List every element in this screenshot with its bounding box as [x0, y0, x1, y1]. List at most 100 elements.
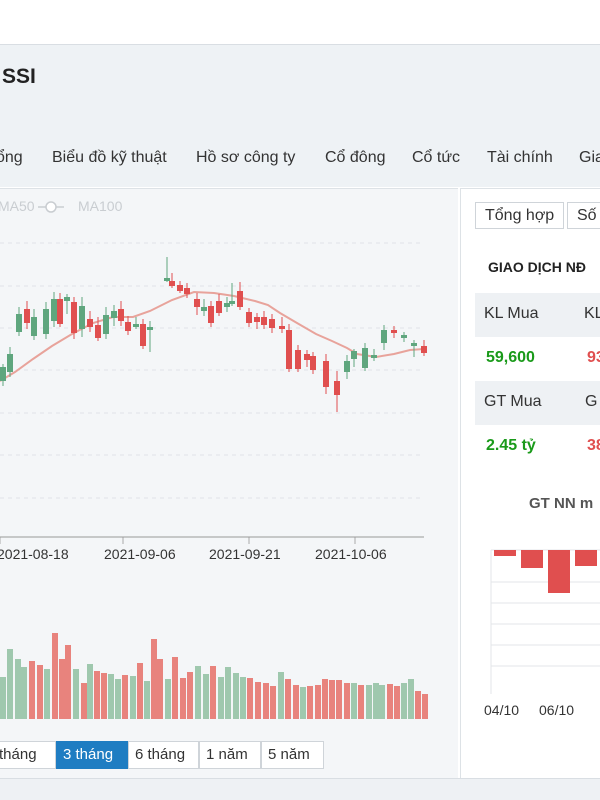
candle-body — [334, 381, 340, 395]
candle-body — [201, 307, 207, 311]
volume-bar — [172, 657, 178, 719]
range-1-year-button[interactable]: 1 năm — [199, 741, 261, 769]
legend-ma100-marker — [45, 201, 57, 213]
foreign-trading-panel: Tổng hợp Số GIAO DỊCH NĐ KL Mua KL 59,60… — [460, 188, 600, 778]
volume-bar — [94, 671, 100, 719]
chart-legend: MA50 MA100 — [0, 198, 123, 214]
range-1-month-button[interactable]: tháng — [0, 741, 56, 769]
volume-bar — [233, 673, 239, 719]
volume-bar — [122, 675, 128, 719]
candlestick-chart[interactable]: MA50 MA100 2021-08-18 2021-09-06 2021-09… — [0, 189, 458, 739]
gt-mua-label: GT Mua — [484, 393, 542, 410]
candle-body — [164, 278, 170, 281]
candles — [0, 257, 427, 412]
candle-body — [51, 299, 57, 321]
candle-body — [216, 301, 222, 313]
candle-body — [95, 325, 101, 338]
volume-bar — [373, 683, 379, 719]
volume-bar — [278, 672, 284, 719]
legend-ma100[interactable]: MA100 — [78, 198, 123, 214]
nn-date-label: 04/10 — [484, 702, 519, 718]
volume-bar — [115, 679, 121, 719]
volume-bars — [0, 633, 428, 719]
tab-price-history[interactable]: Gia — [579, 149, 600, 166]
volume-bar — [240, 677, 246, 719]
stock-header: SSI ổng Biểu đồ kỹ thuật Hồ sơ công ty C… — [0, 44, 600, 187]
kl-ban-value: 93 — [587, 349, 600, 366]
candle-body — [344, 361, 350, 372]
candle-body — [279, 326, 285, 329]
volume-bar — [52, 633, 58, 719]
candle-body — [79, 306, 85, 329]
volume-bar — [336, 680, 342, 719]
tab-order-book[interactable]: Số — [567, 202, 600, 229]
kl-ban-label: KL — [584, 305, 600, 322]
volume-bar — [315, 685, 321, 719]
date-label: 2021-09-21 — [209, 546, 281, 562]
candle-body — [246, 312, 252, 323]
legend-ma50[interactable]: MA50 — [0, 198, 35, 214]
nn-bar — [575, 550, 597, 566]
tab-financials[interactable]: Tài chính — [487, 149, 553, 166]
volume-bar — [203, 674, 209, 719]
range-5-years-button[interactable]: 5 năm — [261, 741, 324, 769]
tab-summary[interactable]: Tổng hợp — [475, 202, 565, 229]
foreign-net-chart[interactable]: 04/10 06/10 — [461, 529, 600, 729]
range-6-months-button[interactable]: 6 tháng — [128, 741, 199, 769]
candle-body — [103, 315, 109, 334]
candle-body — [362, 348, 368, 368]
volume-bar — [401, 683, 407, 719]
candle-body — [16, 314, 22, 332]
nn-chart-grid — [490, 549, 600, 694]
volume-bar — [130, 676, 136, 719]
gt-mua-value: 2.45 tỷ — [486, 437, 536, 454]
candle-body — [261, 317, 267, 325]
tab-shareholders[interactable]: Cổ đông — [325, 149, 386, 166]
volume-bar — [293, 685, 299, 719]
range-3-months-button[interactable]: 3 tháng — [56, 741, 128, 769]
candle-body — [177, 285, 183, 291]
candle-body — [194, 299, 200, 307]
tab-technical-chart[interactable]: Biểu đồ kỹ thuật — [52, 149, 167, 166]
candle-body — [71, 302, 77, 333]
candle-body — [254, 317, 260, 322]
date-label: 2021-09-06 — [104, 546, 176, 562]
date-axis: 2021-08-18 2021-09-06 2021-09-21 2021-10… — [0, 546, 387, 562]
volume-bar — [65, 645, 71, 719]
volume-bar — [422, 694, 428, 719]
candle-body — [43, 309, 49, 334]
volume-bar — [180, 678, 186, 719]
volume-bar — [351, 683, 357, 719]
candle-body — [208, 306, 214, 323]
price-chart-panel: MA50 MA100 2021-08-18 2021-09-06 2021-09… — [0, 188, 458, 778]
section-title: GIAO DỊCH NĐ — [488, 259, 586, 275]
gt-ban-label: G — [585, 393, 598, 410]
candle-body — [133, 324, 139, 327]
volume-bar — [15, 659, 21, 719]
volume-bar — [270, 686, 276, 719]
candle-body — [269, 319, 275, 328]
volume-bar — [187, 672, 193, 719]
date-label: 2021-08-18 — [0, 546, 69, 562]
kl-mua-label: KL Mua — [484, 305, 539, 322]
tab-overview[interactable]: ổng — [0, 149, 23, 166]
nn-bar — [521, 550, 543, 568]
volume-bar — [151, 639, 157, 719]
candle-body — [229, 301, 235, 304]
volume-bar — [165, 679, 171, 719]
stat-row-volume — [475, 293, 600, 337]
nn-bar — [548, 550, 570, 593]
candle-body — [125, 322, 131, 331]
volume-bar — [7, 649, 13, 719]
candle-body — [169, 281, 175, 286]
candle-body — [323, 361, 329, 387]
candle-body — [7, 354, 13, 372]
volume-bar — [137, 663, 143, 719]
candle-body — [224, 303, 230, 307]
candle-body — [351, 351, 357, 359]
candle-body — [237, 291, 243, 307]
volume-bar — [157, 659, 163, 719]
tab-company-profile[interactable]: Hồ sơ công ty — [196, 149, 296, 166]
tab-dividends[interactable]: Cổ tức — [412, 149, 461, 166]
